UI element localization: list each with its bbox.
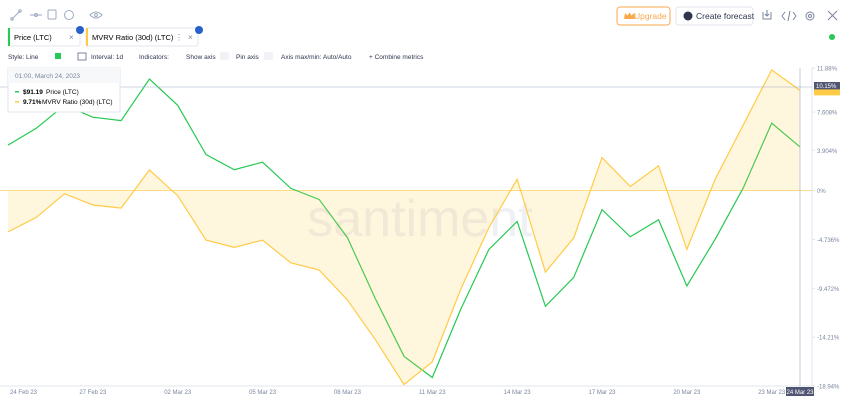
x-tick-label: 27 Feb 23 xyxy=(79,390,107,396)
y-tick-label: -9.472% xyxy=(817,287,840,293)
x-tick-label: 02 Mar 23 xyxy=(164,390,192,396)
x-tick-label: 20 Mar 23 xyxy=(673,390,701,396)
show-axis-option[interactable]: Show axis xyxy=(186,54,216,61)
indicators-option[interactable]: Indicators: xyxy=(139,54,169,61)
tooltip-series: Price (LTC) xyxy=(46,89,79,96)
watermark: santiment xyxy=(307,190,533,248)
tab-close[interactable]: × xyxy=(188,33,193,42)
tab-price[interactable]: Price (LTC) × xyxy=(7,26,84,47)
y-tick-label: -18.94% xyxy=(817,385,840,391)
crosshair-label: 10.15% xyxy=(816,84,837,90)
tooltip-series: MVRV Ratio (30d) (LTC) xyxy=(42,99,113,106)
tooltip-value: $91.19 xyxy=(23,89,43,96)
crosshair-tag xyxy=(814,82,840,90)
x-tick-label: 24 Mar 23 xyxy=(786,390,814,396)
y-tick-label: 11.88% xyxy=(817,67,838,73)
x-tick-label: 11 Mar 23 xyxy=(419,390,446,396)
upgrade-button[interactable]: Upgrade xyxy=(616,6,671,26)
x-tick-label: 05 Mar 23 xyxy=(249,390,277,396)
x-tick-label: 17 Mar 23 xyxy=(588,390,616,396)
plot: 11.88% 7.608% 3.904% 0% -4.736% -9.472% -14.21… xyxy=(0,67,840,396)
series-line xyxy=(7,78,801,379)
y-tick-label: 0% xyxy=(817,189,826,195)
y-tick-label: 7.608% xyxy=(817,111,838,117)
tab-mvrv[interactable]: MVRV Ratio (30d) (LTC) ⋮ × xyxy=(85,26,203,47)
series-line xyxy=(7,68,801,386)
status-dot xyxy=(829,34,835,40)
y-tick-label: -4.736% xyxy=(817,238,840,244)
toolbar-icons[interactable] xyxy=(10,9,103,21)
x-label-highlight xyxy=(786,387,814,396)
toolbar-right-icons[interactable] xyxy=(762,10,838,22)
forecast-label: Create forecast xyxy=(696,11,755,21)
create-forecast-button[interactable]: Create forecast xyxy=(675,6,755,26)
x-tick-label: 24 Feb 23 xyxy=(10,390,38,396)
interval-option[interactable]: Interval: 1d xyxy=(91,54,124,61)
axis-maxmin-option[interactable]: Axis max/min: Auto/Auto xyxy=(281,54,352,61)
pin-axis-option[interactable]: Pin axis xyxy=(236,54,260,61)
x-tick-label: 08 Mar 23 xyxy=(334,390,362,396)
style-option[interactable]: Style: Line xyxy=(8,54,39,61)
tab-label: MVRV Ratio (30d) (LTC) xyxy=(92,33,174,42)
tab-menu[interactable]: ⋮ xyxy=(175,33,183,42)
tooltip-value: 9.71% xyxy=(23,99,42,106)
y-tick-label: 3.904% xyxy=(817,149,838,155)
area-fill xyxy=(8,69,800,385)
y-tick-label: -14.21% xyxy=(817,336,840,342)
combine-option[interactable]: + Combine metrics xyxy=(369,54,424,61)
tab-label: Price (LTC) xyxy=(14,33,52,42)
x-tick-label: 23 Mar 23 xyxy=(758,390,786,396)
x-tick-label: 14 Mar 23 xyxy=(504,390,532,396)
tooltip: 01:00, March 24, 2023 $91.19 Price (LTC)… xyxy=(7,67,121,113)
value-tag xyxy=(814,89,840,96)
tab-close[interactable]: × xyxy=(69,33,74,42)
upgrade-label: Upgrade xyxy=(634,11,667,21)
options-row: Style: Line Interval: 1d Indicators: Sho… xyxy=(8,52,424,61)
tooltip-date: 01:00, March 24, 2023 xyxy=(15,73,80,80)
